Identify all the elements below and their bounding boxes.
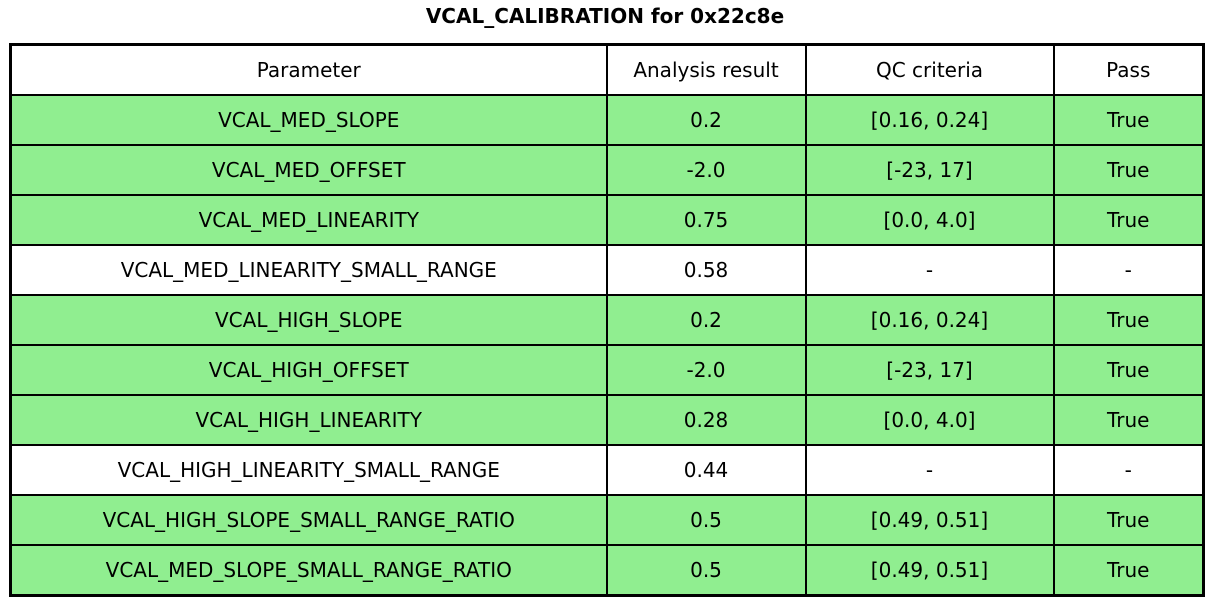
analysis-result-cell: 0.75 [605, 194, 807, 246]
table-row: VCAL_MED_LINEARITY_SMALL_RANGE 0.58 - - [9, 244, 1205, 296]
column-header-qc-criteria: QC criteria [804, 43, 1055, 96]
table-row: VCAL_HIGH_LINEARITY 0.28 [0.0, 4.0] True [9, 394, 1205, 446]
pass-cell: - [1052, 244, 1205, 296]
table-row: VCAL_MED_OFFSET -2.0 [-23, 17] True [9, 144, 1205, 196]
analysis-result-cell: 0.5 [605, 544, 807, 597]
parameter-cell: VCAL_MED_SLOPE [9, 94, 608, 146]
table-row: VCAL_HIGH_OFFSET -2.0 [-23, 17] True [9, 344, 1205, 396]
qc-criteria-cell: [-23, 17] [804, 344, 1055, 396]
chart-title: VCAL_CALIBRATION for 0x22c8e [425, 4, 785, 28]
pass-cell: True [1052, 144, 1205, 196]
qc-criteria-cell: [0.49, 0.51] [804, 494, 1055, 546]
header-row: Parameter Analysis result QC criteria Pa… [9, 43, 1205, 96]
table-row: VCAL_HIGH_SLOPE 0.2 [0.16, 0.24] True [9, 294, 1205, 346]
pass-cell: True [1052, 94, 1205, 146]
parameter-cell: VCAL_HIGH_SLOPE [9, 294, 608, 346]
pass-cell: True [1052, 194, 1205, 246]
table-row: VCAL_HIGH_LINEARITY_SMALL_RANGE 0.44 - - [9, 444, 1205, 496]
analysis-result-cell: 0.44 [605, 444, 807, 496]
analysis-result-cell: 0.2 [605, 294, 807, 346]
analysis-result-cell: -2.0 [605, 144, 807, 196]
analysis-result-cell: 0.58 [605, 244, 807, 296]
table-row: VCAL_HIGH_SLOPE_SMALL_RANGE_RATIO 0.5 [0… [9, 494, 1205, 546]
pass-cell: True [1052, 394, 1205, 446]
table-row: VCAL_MED_SLOPE_SMALL_RANGE_RATIO 0.5 [0.… [9, 544, 1205, 597]
parameter-cell: VCAL_HIGH_SLOPE_SMALL_RANGE_RATIO [9, 494, 608, 546]
column-header-pass: Pass [1052, 43, 1205, 96]
qc-criteria-cell: [0.0, 4.0] [804, 394, 1055, 446]
analysis-result-cell: 0.5 [605, 494, 807, 546]
qc-criteria-cell: - [804, 444, 1055, 496]
parameter-cell: VCAL_HIGH_OFFSET [9, 344, 608, 396]
qc-criteria-cell: [0.16, 0.24] [804, 94, 1055, 146]
qc-criteria-cell: [0.0, 4.0] [804, 194, 1055, 246]
pass-cell: True [1052, 544, 1205, 597]
pass-cell: True [1052, 494, 1205, 546]
table-row: VCAL_MED_LINEARITY 0.75 [0.0, 4.0] True [9, 194, 1205, 246]
pass-cell: True [1052, 344, 1205, 396]
parameter-cell: VCAL_HIGH_LINEARITY_SMALL_RANGE [9, 444, 608, 496]
table-row: VCAL_MED_SLOPE 0.2 [0.16, 0.24] True [9, 94, 1205, 146]
analysis-result-cell: 0.28 [605, 394, 807, 446]
parameter-cell: VCAL_MED_LINEARITY_SMALL_RANGE [9, 244, 608, 296]
qc-criteria-cell: - [804, 244, 1055, 296]
column-header-parameter: Parameter [9, 43, 608, 96]
qc-criteria-cell: [0.16, 0.24] [804, 294, 1055, 346]
qc-criteria-cell: [0.49, 0.51] [804, 544, 1055, 597]
column-header-analysis-result: Analysis result [605, 43, 807, 96]
pass-cell: - [1052, 444, 1205, 496]
pass-cell: True [1052, 294, 1205, 346]
parameter-cell: VCAL_MED_SLOPE_SMALL_RANGE_RATIO [9, 544, 608, 597]
qc-results-table: Parameter Analysis result QC criteria Pa… [9, 43, 1205, 597]
analysis-result-cell: -2.0 [605, 344, 807, 396]
parameter-cell: VCAL_HIGH_LINEARITY [9, 394, 608, 446]
qc-criteria-cell: [-23, 17] [804, 144, 1055, 196]
parameter-cell: VCAL_MED_OFFSET [9, 144, 608, 196]
analysis-result-cell: 0.2 [605, 94, 807, 146]
parameter-cell: VCAL_MED_LINEARITY [9, 194, 608, 246]
